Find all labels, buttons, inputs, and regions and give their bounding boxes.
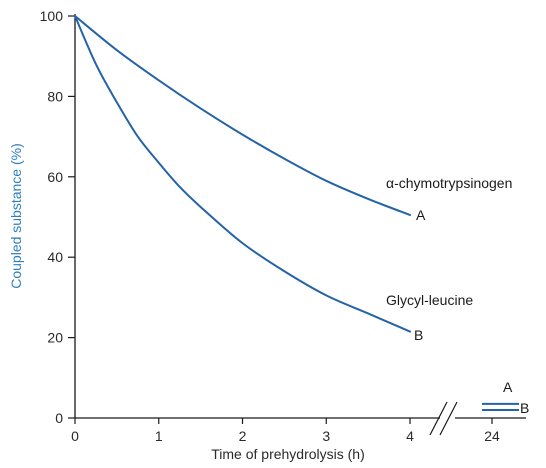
x-tick-label: 2 (239, 428, 247, 444)
x-tick-label: 0 (71, 428, 79, 444)
series-b-line (74, 15, 411, 333)
axis-break-mark (439, 401, 458, 436)
y-tick-label: 100 (40, 8, 64, 24)
y-tick-label: 0 (55, 410, 63, 426)
y-tick-label: 20 (47, 330, 63, 346)
series-b-end-letter: B (414, 327, 423, 343)
x-tick-label: 1 (155, 428, 163, 444)
series-a-line (74, 15, 411, 216)
series-a-end-letter: A (416, 207, 426, 223)
x-tick-label: 3 (322, 428, 330, 444)
axis-break-mark (429, 401, 448, 436)
y-tick-label: 40 (47, 249, 63, 265)
y-axis-title: Coupled substance (%) (8, 143, 24, 289)
series-b-24h-letter: B (520, 400, 529, 416)
series-b-label: Glycyl-leucine (386, 292, 473, 308)
y-tick-label: 60 (47, 169, 63, 185)
axes: 0 20 40 60 80 100 0 1 2 3 4 (40, 8, 526, 444)
x-axis-title: Time of prehydrolysis (h) (211, 446, 365, 462)
y-tick-label: 80 (47, 88, 63, 104)
x-tick-label-24: 24 (484, 428, 500, 444)
series-a-label: α-chymotrypsinogen (386, 175, 512, 191)
series-group (74, 15, 519, 411)
x-tick-label: 4 (406, 428, 414, 444)
series-a-24h-letter: A (503, 379, 513, 395)
